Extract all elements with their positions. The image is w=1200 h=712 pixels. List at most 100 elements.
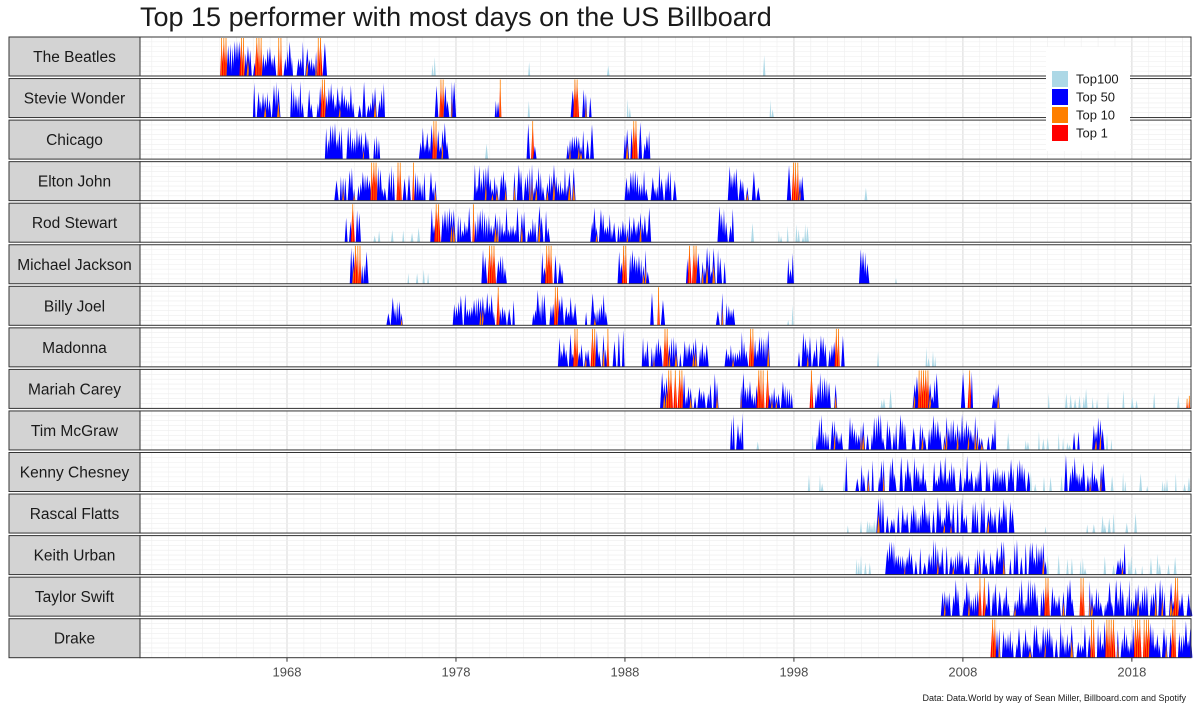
chart-spike <box>422 269 425 284</box>
legend-swatch <box>1052 71 1068 87</box>
chart-spike <box>1065 633 1069 658</box>
strip-label: Chicago <box>46 132 103 149</box>
chart-spike <box>1158 563 1162 575</box>
chart-spike-top10 <box>595 234 598 243</box>
legend-label: Top 1 <box>1076 126 1108 141</box>
chart-spike-top10 <box>668 354 671 367</box>
chart-spike-top10 <box>705 263 709 284</box>
chart-spike-top10 <box>1136 598 1140 617</box>
chart-spike <box>1138 600 1142 617</box>
chart-spike <box>993 468 998 492</box>
chart-spike-top10 <box>692 353 695 367</box>
chart-spike-top10 <box>653 358 655 367</box>
chart-spike <box>731 208 735 243</box>
chart-spike <box>917 469 921 492</box>
chart-spike <box>708 383 713 409</box>
chart-spike <box>410 232 414 243</box>
chart-spike <box>1124 480 1127 492</box>
chart-spike <box>630 128 633 160</box>
chart-spike <box>740 331 744 367</box>
chart-spike <box>1103 621 1107 658</box>
performer-row: Elton John <box>8 161 1192 202</box>
chart-spike <box>546 227 551 243</box>
chart-spike <box>682 340 687 367</box>
chart-spike <box>481 208 484 243</box>
chart-spike <box>967 555 970 575</box>
chart-spike <box>636 173 639 201</box>
chart-spike <box>679 352 682 367</box>
chart-spike-top10 <box>936 560 939 575</box>
chart-spike <box>267 99 272 118</box>
chart-spike <box>949 556 954 575</box>
chart-spike <box>964 561 969 575</box>
chart-spike-top10 <box>496 228 499 243</box>
chart-spike <box>1122 472 1124 492</box>
chart-spike <box>579 344 584 367</box>
chart-spike <box>476 212 480 243</box>
chart-spike <box>1100 428 1105 450</box>
chart-spike <box>827 382 831 409</box>
chart-spike <box>1109 601 1114 617</box>
chart-spike <box>1186 593 1191 617</box>
chart-spike <box>1020 579 1024 617</box>
chart-spike <box>860 464 864 492</box>
chart-spike <box>1010 508 1015 534</box>
chart-spike <box>821 378 824 409</box>
chart-spike <box>995 630 999 658</box>
chart-spike <box>350 137 355 160</box>
strip-label: Elton John <box>38 174 111 191</box>
chart-spike <box>653 187 657 201</box>
chart-spike <box>344 177 347 201</box>
chart-spike-top10 <box>495 191 498 201</box>
chart-spike <box>602 294 606 326</box>
chart-spike <box>864 187 868 201</box>
chart-spike <box>1143 585 1147 617</box>
chart-spike <box>337 130 342 160</box>
chart-spike <box>934 373 939 409</box>
chart-spike <box>1004 503 1008 534</box>
chart-spike <box>349 126 352 160</box>
chart-spike <box>860 251 866 284</box>
performer-row: Taylor Swift <box>8 576 1193 617</box>
chart-spike <box>595 309 599 326</box>
chart-spike <box>892 432 896 450</box>
chart-spike <box>458 295 463 326</box>
chart-spike <box>538 304 542 326</box>
chart-spike <box>498 215 502 243</box>
chart-spike <box>1083 568 1087 575</box>
chart-spike <box>628 107 631 118</box>
chart-spike <box>347 170 352 201</box>
chart-spike-top10 <box>504 188 507 201</box>
chart-spike <box>1161 627 1167 658</box>
chart-spike <box>1091 460 1094 492</box>
chart-spike <box>1091 397 1094 409</box>
chart-spike-top10 <box>731 358 735 367</box>
chart-spike <box>373 137 376 160</box>
chart-spike <box>970 371 974 409</box>
chart-spike <box>644 135 650 160</box>
chart-spike <box>650 177 656 201</box>
chart-spike <box>1163 591 1166 617</box>
chart-spike <box>988 506 993 534</box>
chart-spike <box>519 170 523 201</box>
chart-spike <box>872 417 876 450</box>
chart-spike <box>540 252 544 284</box>
chart-spike <box>1101 515 1105 534</box>
chart-spike <box>272 54 277 76</box>
chart-spike <box>993 583 998 617</box>
chart-spike-top10 <box>400 318 403 326</box>
chart-spike <box>1046 437 1050 450</box>
chart-spike-top10 <box>342 188 344 201</box>
chart-spike <box>1110 475 1114 492</box>
chart-spike <box>909 553 914 575</box>
chart-spike <box>945 595 949 617</box>
chart-spike <box>985 460 989 492</box>
performer-row: Michael Jackson <box>8 244 1192 285</box>
chart-spike <box>1139 473 1143 492</box>
chart-spike <box>287 41 292 76</box>
chart-spike <box>866 433 870 450</box>
chart-spike <box>429 171 433 201</box>
performer-row: Rod Stewart <box>8 202 1192 243</box>
chart-spike <box>889 541 894 575</box>
chart-spike <box>373 235 377 243</box>
